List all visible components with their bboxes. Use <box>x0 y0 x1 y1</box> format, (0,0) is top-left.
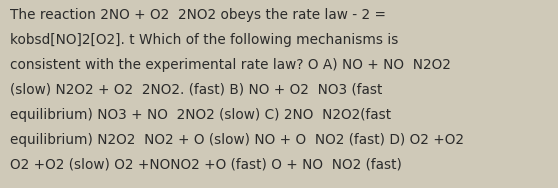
Text: consistent with the experimental rate law? O A) NO + NO  N2O2: consistent with the experimental rate la… <box>10 58 451 72</box>
Text: The reaction 2NO + O2  2NO2 obeys the rate law - 2 =: The reaction 2NO + O2 2NO2 obeys the rat… <box>10 8 386 22</box>
Text: O2 +O2 (slow) O2 +NONO2 +O (fast) O + NO  NO2 (fast): O2 +O2 (slow) O2 +NONO2 +O (fast) O + NO… <box>10 157 402 171</box>
Text: equilibrium) N2O2  NO2 + O (slow) NO + O  NO2 (fast) D) O2 +O2: equilibrium) N2O2 NO2 + O (slow) NO + O … <box>10 133 464 146</box>
Text: kobsd[NO]2[O2]. t Which of the following mechanisms is: kobsd[NO]2[O2]. t Which of the following… <box>10 33 398 47</box>
Text: (slow) N2O2 + O2  2NO2. (fast) B) NO + O2  NO3 (fast: (slow) N2O2 + O2 2NO2. (fast) B) NO + O2… <box>10 83 382 97</box>
Text: equilibrium) NO3 + NO  2NO2 (slow) C) 2NO  N2O2(fast: equilibrium) NO3 + NO 2NO2 (slow) C) 2NO… <box>10 108 391 122</box>
